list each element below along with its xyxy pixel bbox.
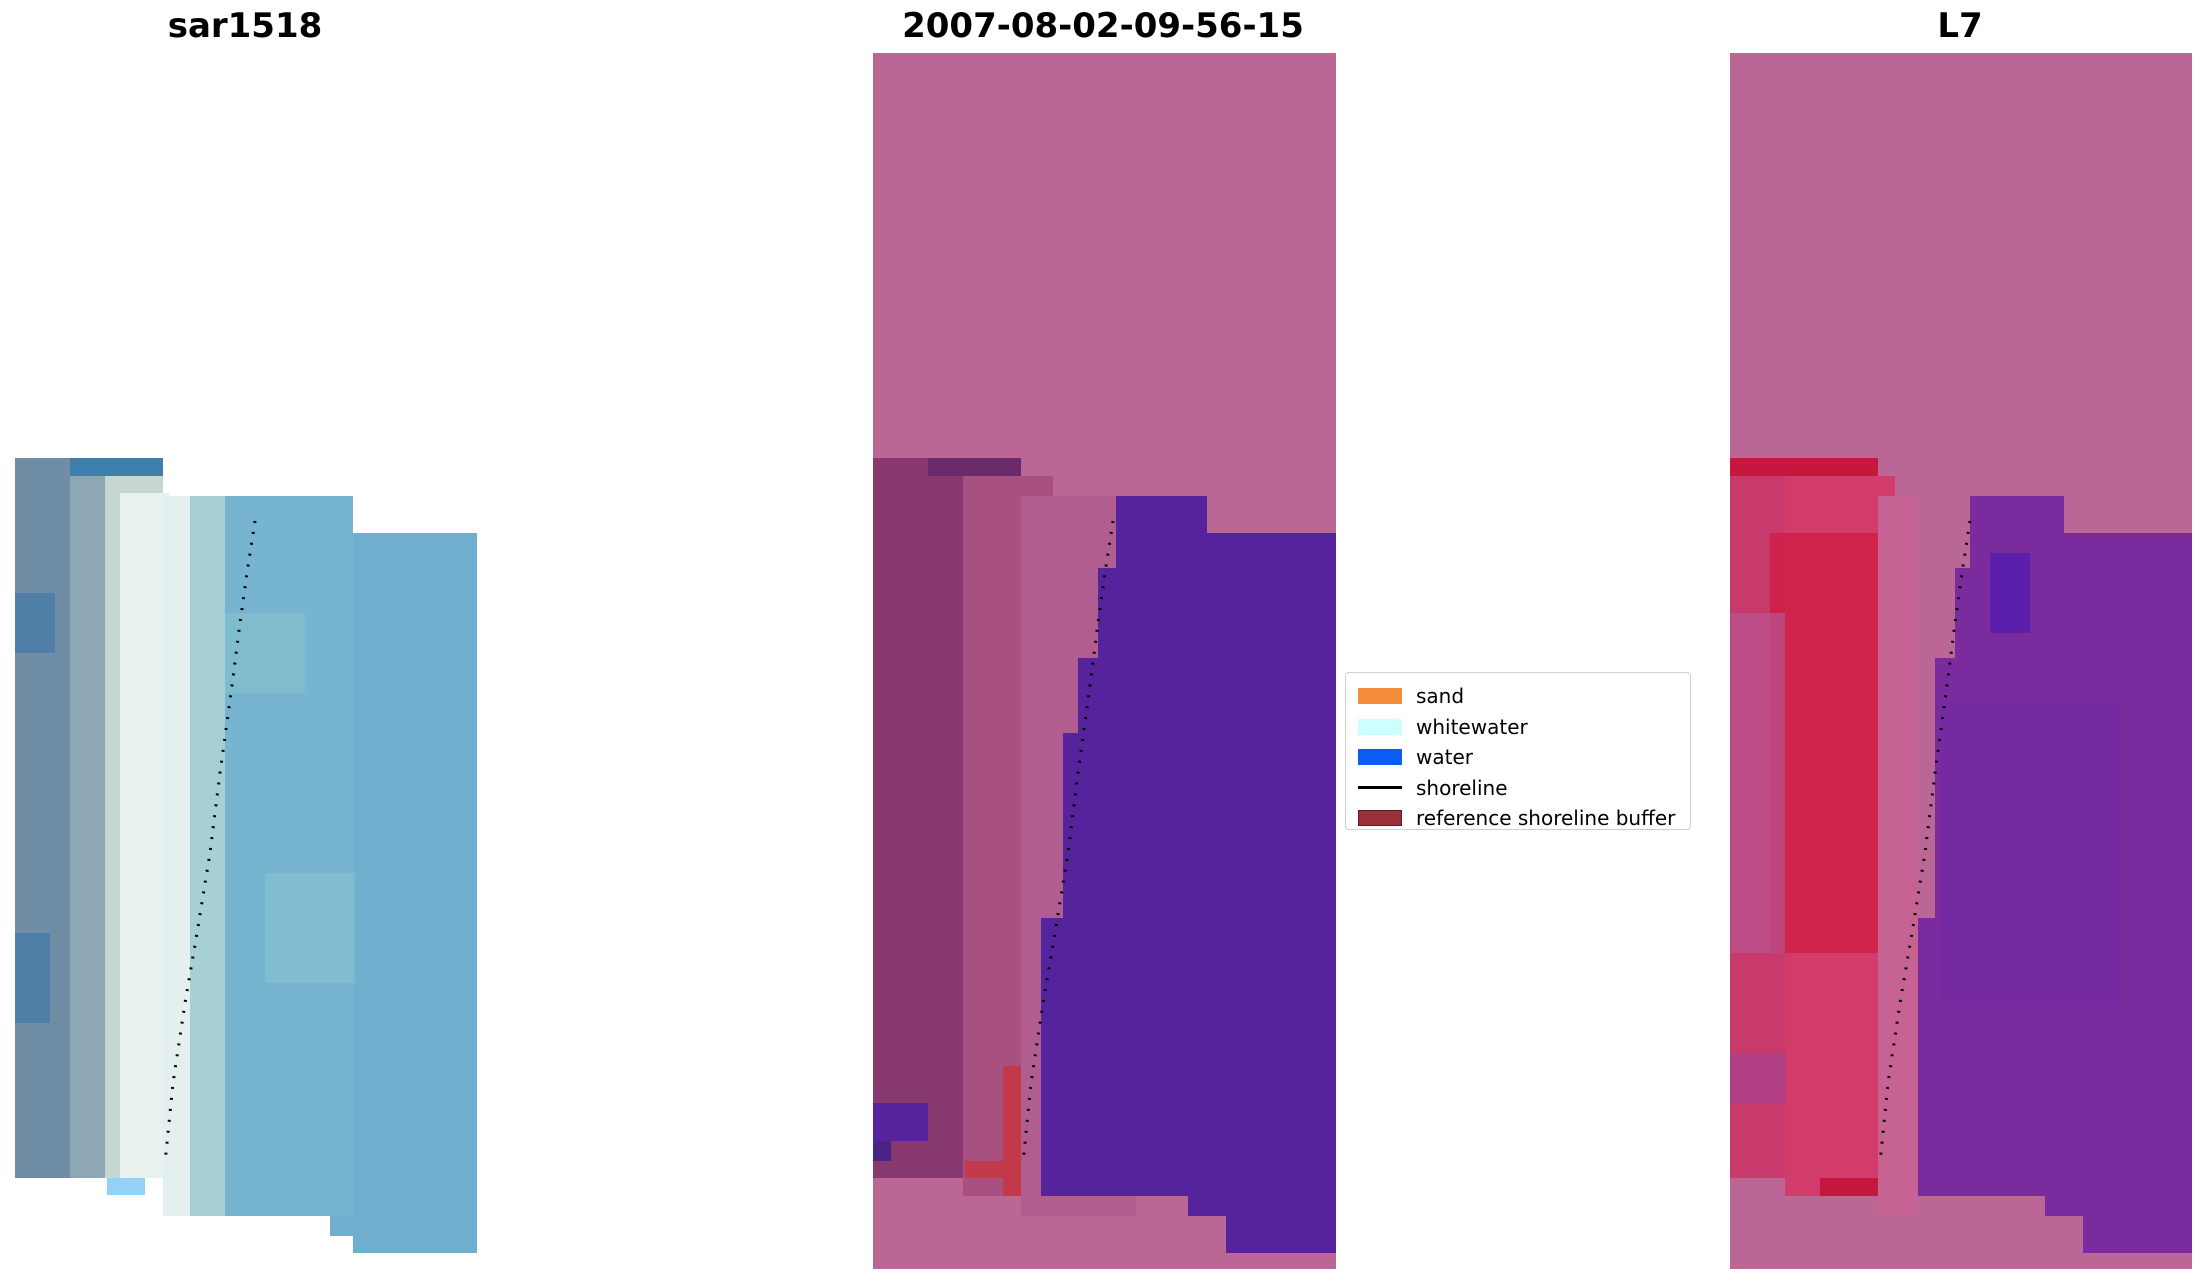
right-panel-title: L7	[1937, 6, 1983, 46]
shoreline-swatch	[1358, 786, 1402, 790]
reference-buffer-swatch	[1358, 810, 1402, 827]
legend-label: water	[1416, 745, 1473, 770]
legend: sand whitewater water shoreline referenc…	[1345, 672, 1691, 830]
middle-panel-title: 2007-08-02-09-56-15	[902, 6, 1304, 46]
whitewater-swatch	[1358, 718, 1402, 735]
water-swatch	[1358, 749, 1402, 766]
legend-label: reference shoreline buffer	[1416, 806, 1676, 831]
legend-item-reference-buffer: reference shoreline buffer	[1352, 803, 1690, 834]
sand-swatch	[1358, 688, 1402, 705]
l7-image	[1730, 53, 2192, 1269]
classified-image	[873, 53, 1336, 1269]
l7-image-panel	[1730, 53, 2192, 1269]
legend-label: shoreline	[1416, 775, 1508, 800]
classified-image-panel	[873, 53, 1336, 1269]
legend-item-water: water	[1352, 742, 1690, 773]
legend-label: sand	[1416, 684, 1465, 709]
rgb-image	[15, 458, 477, 1253]
legend-item-whitewater: whitewater	[1352, 712, 1690, 743]
left-panel-title: sar1518	[167, 6, 323, 46]
legend-item-shoreline: shoreline	[1352, 773, 1690, 804]
legend-item-sand: sand	[1352, 681, 1690, 712]
rgb-image-panel	[15, 53, 477, 1269]
legend-label: whitewater	[1416, 714, 1528, 739]
